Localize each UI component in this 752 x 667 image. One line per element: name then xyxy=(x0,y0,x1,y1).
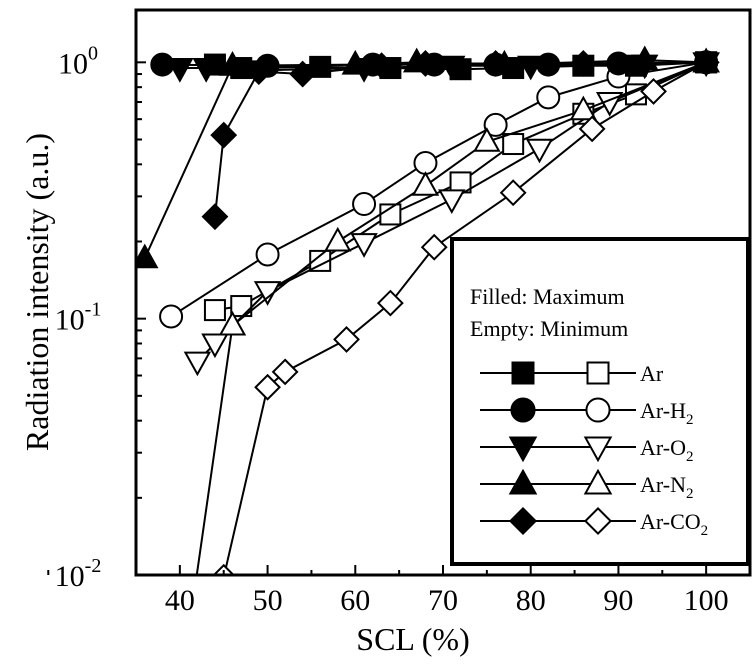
data-point-8-7 xyxy=(569,50,597,77)
data-point-8-4 xyxy=(368,52,396,80)
data-point-6-1 xyxy=(218,51,247,76)
data-point-9-8 xyxy=(578,115,606,143)
y-tick-label-1: 10-1 xyxy=(55,299,102,337)
data-point-9-2 xyxy=(254,373,281,401)
y-tick-label-0: 100 xyxy=(58,42,98,80)
data-point-1-5 xyxy=(502,133,525,156)
legend-marker-filled-1 xyxy=(510,397,536,423)
axis-ticks: 40 50 60 70 80 90 100 100 10-1 10-2 xyxy=(47,42,729,617)
data-point-8-2 xyxy=(245,58,273,86)
data-point-6-0 xyxy=(136,243,159,269)
data-point-9-3 xyxy=(271,358,299,386)
legend-marker-filled-3 xyxy=(508,468,538,495)
legend-marker-filled-0 xyxy=(511,361,535,385)
legend-label-4: Ar-CO2 xyxy=(640,509,708,539)
data-point-8-3 xyxy=(289,60,317,88)
legend: Filled: Maximum Empty: Minimum Ar Ar-H2 Ar-O… xyxy=(450,237,750,566)
data-point-3-0 xyxy=(159,304,184,329)
legend-label-3: Ar-N2 xyxy=(640,472,694,502)
series-line-3 xyxy=(170,61,707,318)
legend-label-1: Ar-H2 xyxy=(640,398,694,428)
data-point-9-1 xyxy=(212,563,235,575)
data-point-9-0 xyxy=(212,611,236,635)
legend-note-empty: Empty: Minimum xyxy=(470,316,628,341)
legend-entry-0: Ar xyxy=(480,361,664,386)
data-point-7-0 xyxy=(177,619,201,641)
series-layer xyxy=(136,45,720,641)
legend-entry-3: Ar-N2 xyxy=(480,468,694,502)
data-point-3-2 xyxy=(352,192,377,217)
x-axis-label: SCL (%) xyxy=(356,621,469,657)
data-point-7-5 xyxy=(569,95,598,121)
legend-label-0: Ar xyxy=(640,361,664,386)
data-point-5-1 xyxy=(201,333,229,359)
x-tick-label-2: 60 xyxy=(340,584,370,617)
data-point-7-1 xyxy=(218,310,247,336)
data-point-3-5 xyxy=(536,85,561,110)
series-8 xyxy=(201,48,720,231)
data-point-4-0 xyxy=(166,58,194,83)
x-tick-label-0: 40 xyxy=(165,584,195,617)
data-point-5-5 xyxy=(525,138,554,164)
legend-entry-4: Ar-CO2 xyxy=(480,506,708,539)
x-tick-label-4: 80 xyxy=(516,584,546,617)
data-point-8-8 xyxy=(692,48,720,76)
legend-marker-empty-2 xyxy=(583,436,613,463)
data-point-5-4 xyxy=(438,189,466,215)
data-point-7-2 xyxy=(324,226,352,252)
data-point-8-1 xyxy=(210,121,238,149)
data-point-7-3 xyxy=(411,171,440,196)
data-point-4-5 xyxy=(517,55,545,81)
data-point-8-6 xyxy=(482,50,510,77)
legend-note-filled: Filled: Maximum xyxy=(470,284,625,309)
legend-marker-empty-0 xyxy=(586,361,610,385)
legend-entry-1: Ar-H2 xyxy=(480,397,694,428)
legend-label-2: Ar-O2 xyxy=(640,435,694,465)
y-axis-label: Radiation intensity (a.u.) xyxy=(19,133,55,451)
legend-marker-empty-1 xyxy=(585,397,611,423)
data-point-9-7 xyxy=(499,179,527,207)
data-point-9-6 xyxy=(420,233,448,261)
data-point-3-4 xyxy=(483,112,508,137)
data-point-4-1 xyxy=(192,58,220,83)
x-tick-label-5: 90 xyxy=(603,584,633,617)
data-point-9-9 xyxy=(640,78,667,105)
data-point-5-3 xyxy=(350,233,378,258)
legend-marker-empty-3 xyxy=(583,468,613,495)
data-point-7-4 xyxy=(473,127,501,152)
data-point-9-5 xyxy=(376,289,404,317)
legend-marker-empty-4 xyxy=(583,506,613,536)
x-tick-label-3: 70 xyxy=(428,584,458,617)
x-tick-label-6: 100 xyxy=(684,584,729,617)
data-point-3-3 xyxy=(413,150,438,175)
data-point-8-0 xyxy=(201,203,229,231)
data-point-9-4 xyxy=(333,325,360,353)
data-point-8-5 xyxy=(412,50,439,77)
legend-marker-filled-4 xyxy=(508,506,538,536)
legend-marker-filled-2 xyxy=(508,436,538,463)
legend-entry-2: Ar-O2 xyxy=(480,435,694,465)
data-point-3-1 xyxy=(255,242,280,267)
data-point-1-0 xyxy=(203,299,226,322)
data-point-5-0 xyxy=(183,351,212,377)
x-tick-label-1: 50 xyxy=(253,584,283,617)
y-tick-label-2: 10-2 xyxy=(55,555,102,593)
